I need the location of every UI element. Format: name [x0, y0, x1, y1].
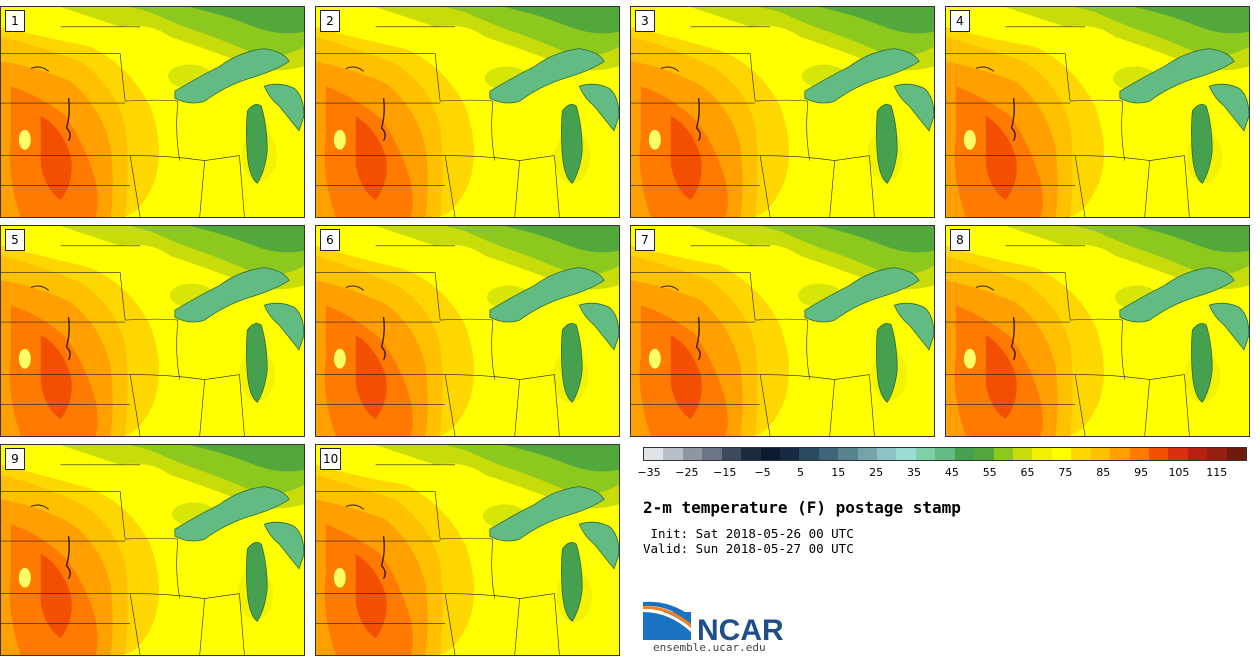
colorbar-tick-label: 65: [1020, 466, 1035, 479]
colorbar-swatch: [741, 448, 761, 460]
colorbar-tick-labels: −35 −25 −15 −5 5 15 25 35 45 55 65 75 85 95 105 115: [637, 466, 1247, 482]
colorbar-swatch: [721, 448, 742, 460]
colorbar-tick-label: 15: [831, 466, 846, 479]
colorbar-tick-label: −25: [675, 466, 699, 479]
stamp-member-label: 2: [320, 10, 340, 32]
stamp-member-label: 1: [5, 10, 25, 32]
colorbar-tick-label: 25: [869, 466, 884, 479]
colorbar-swatch: [935, 448, 955, 460]
colorbar-swatch: [799, 448, 819, 460]
colorbar-tick-label: −5: [754, 466, 771, 479]
colorbar-swatch: [682, 448, 703, 460]
colorbar-swatch: [702, 448, 722, 460]
temperature-colorbar: [643, 447, 1247, 461]
postage-stamp-map-1: 1: [0, 6, 305, 218]
postage-stamp-map-8: 8: [945, 225, 1250, 437]
colorbar-swatch: [779, 448, 800, 460]
postage-stamp-map-9: 9: [0, 444, 305, 656]
colorbar-swatch: [915, 448, 936, 460]
postage-stamp-map-10: 10: [315, 444, 620, 656]
stamp-member-label: 4: [950, 10, 970, 32]
colorbar-swatch: [1168, 448, 1188, 460]
postage-stamp-map-3: 3: [630, 6, 935, 218]
colorbar-swatch: [1090, 448, 1111, 460]
colorbar-swatch: [1071, 448, 1091, 460]
ncar-url: ensemble.ucar.edu: [653, 641, 766, 654]
colorbar-tick-label: 35: [906, 466, 921, 479]
colorbar-swatch: [838, 448, 858, 460]
stamp-member-label: 9: [5, 448, 25, 470]
colorbar-swatch: [896, 448, 916, 460]
figure-title: 2-m temperature (F) postage stamp: [643, 498, 961, 517]
colorbar-tick-label: 45: [944, 466, 959, 479]
colorbar-swatch: [954, 448, 975, 460]
colorbar-swatch: [760, 448, 780, 460]
postage-stamp-map-2: 2: [315, 6, 620, 218]
colorbar-tick-label: −15: [713, 466, 737, 479]
colorbar-swatch: [877, 448, 897, 460]
colorbar-swatch: [1187, 448, 1208, 460]
colorbar-swatch: [993, 448, 1014, 460]
postage-stamp-map-4: 4: [945, 6, 1250, 218]
stamp-member-label: 8: [950, 229, 970, 251]
colorbar-swatch: [1207, 448, 1227, 460]
colorbar-swatch: [644, 448, 664, 460]
colorbar-tick-label: 115: [1206, 466, 1228, 479]
colorbar-swatch: [1129, 448, 1149, 460]
colorbar-swatch: [1110, 448, 1130, 460]
postage-stamp-map-7: 7: [630, 225, 935, 437]
stamp-member-label: 6: [320, 229, 340, 251]
valid-time: Valid: Sun 2018-05-27 00 UTC: [643, 541, 854, 556]
colorbar-tick-label: −35: [637, 466, 661, 479]
colorbar-tick-label: 5: [796, 466, 804, 479]
ncar-logo: NCAR: [643, 601, 784, 644]
colorbar-tick-label: 95: [1134, 466, 1149, 479]
stamp-member-label: 7: [635, 229, 655, 251]
colorbar-swatch: [1013, 448, 1033, 460]
colorbar-swatch: [1148, 448, 1169, 460]
init-time: Init: Sat 2018-05-26 00 UTC: [643, 526, 854, 541]
stamp-member-label: 5: [5, 229, 25, 251]
colorbar-tick-label: 85: [1096, 466, 1111, 479]
postage-stamp-map-5: 5: [0, 225, 305, 437]
stamp-member-label: 3: [635, 10, 655, 32]
colorbar-swatch: [857, 448, 878, 460]
colorbar-tick-label: 75: [1058, 466, 1073, 479]
colorbar-swatch: [1032, 448, 1052, 460]
colorbar-tick-label: 105: [1168, 466, 1190, 479]
colorbar-swatch: [974, 448, 994, 460]
colorbar-tick-label: 55: [982, 466, 997, 479]
svg-text:NCAR: NCAR: [697, 614, 784, 644]
postage-stamp-map-6: 6: [315, 225, 620, 437]
colorbar-swatch: [1051, 448, 1072, 460]
colorbar-swatch: [818, 448, 839, 460]
colorbar-swatch: [663, 448, 683, 460]
colorbar-swatch: [1226, 448, 1247, 460]
stamp-member-label: 10: [320, 448, 342, 470]
